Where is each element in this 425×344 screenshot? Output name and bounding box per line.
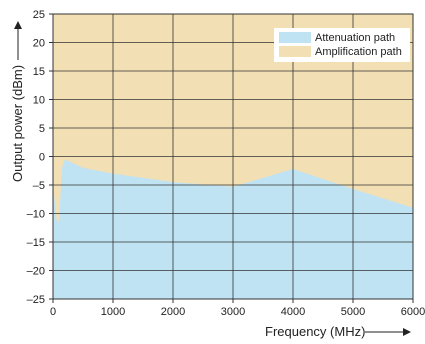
y-tick-label: –20 (27, 266, 45, 278)
x-tick-label: 4000 (281, 306, 305, 318)
y-tick-label: 0 (39, 152, 45, 164)
y-tick-label: 20 (33, 38, 45, 50)
y-axis-ticks: –25 –20 –15 –10 –5 0 5 10 15 20 25 (27, 9, 53, 306)
legend: Attenuation path Amplification path (274, 28, 410, 62)
y-tick-label: –10 (27, 209, 45, 221)
legend-label-amplification: Amplification path (315, 46, 402, 58)
grid (53, 14, 413, 299)
y-tick-label: –25 (27, 294, 45, 306)
x-axis-title: Frequency (MHz) (265, 324, 365, 339)
y-tick-label: 10 (33, 95, 45, 107)
y-axis-title: Output power (dBm) (10, 65, 25, 182)
y-tick-label: –5 (33, 180, 45, 192)
x-tick-label: 0 (50, 306, 56, 318)
x-tick-label: 5000 (341, 306, 365, 318)
y-tick-label: 5 (39, 123, 45, 135)
x-tick-label: 6000 (401, 306, 425, 318)
legend-swatch-attenuation (279, 32, 311, 43)
x-tick-label: 3000 (221, 306, 245, 318)
x-tick-label: 2000 (161, 306, 185, 318)
legend-label-attenuation: Attenuation path (315, 32, 395, 44)
y-tick-label: –15 (27, 237, 45, 249)
x-tick-label: 1000 (101, 306, 125, 318)
legend-swatch-amplification (279, 46, 311, 57)
y-tick-label: 15 (33, 66, 45, 78)
x-axis-ticks: 0 1000 2000 3000 4000 5000 6000 (50, 299, 425, 318)
y-tick-label: 25 (33, 9, 45, 21)
